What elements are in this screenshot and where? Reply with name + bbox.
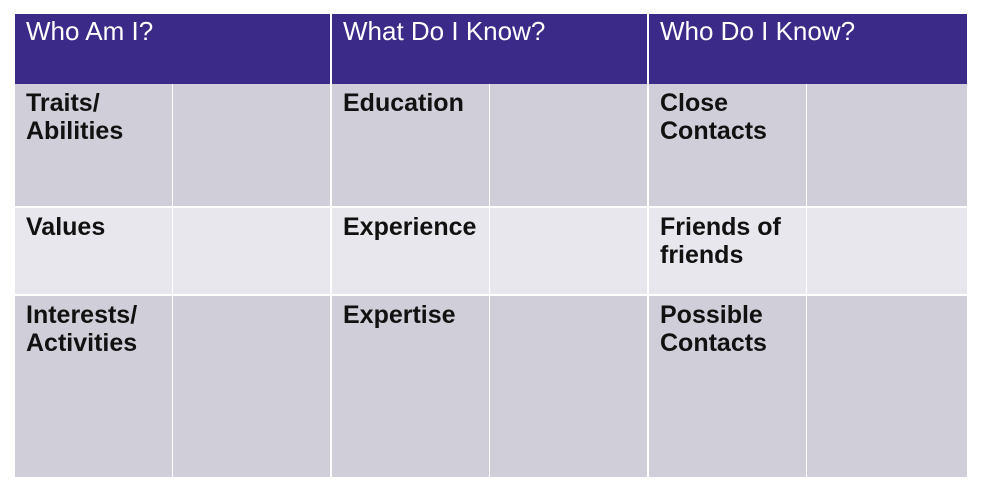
cell-possible-contacts-entry [807, 296, 967, 477]
cell-close-contacts-entry [807, 84, 967, 208]
label-possible-contacts: Possible Contacts [649, 296, 807, 477]
label-expertise: Expertise [332, 296, 490, 477]
cell-friends-of-friends-entry [807, 208, 967, 296]
label-experience: Experience [332, 208, 490, 296]
cell-traits-abilities-entry [173, 84, 332, 208]
cell-education-entry [490, 84, 649, 208]
label-friends-of-friends: Friends of friends [649, 208, 807, 296]
cell-values-entry [173, 208, 332, 296]
label-traits-abilities: Traits/ Abilities [15, 84, 173, 208]
header-who-do-i-know: Who Do I Know? [649, 14, 967, 84]
label-education: Education [332, 84, 490, 208]
cell-interests-activities-entry [173, 296, 332, 477]
label-values: Values [15, 208, 173, 296]
header-what-do-i-know: What Do I Know? [332, 14, 649, 84]
cell-expertise-entry [490, 296, 649, 477]
label-close-contacts: Close Contacts [649, 84, 807, 208]
inventory-table: Who Am I? What Do I Know? Who Do I Know?… [15, 14, 967, 477]
cell-experience-entry [490, 208, 649, 296]
label-interests-activities: Interests/ Activities [15, 296, 173, 477]
header-who-am-i: Who Am I? [15, 14, 332, 84]
